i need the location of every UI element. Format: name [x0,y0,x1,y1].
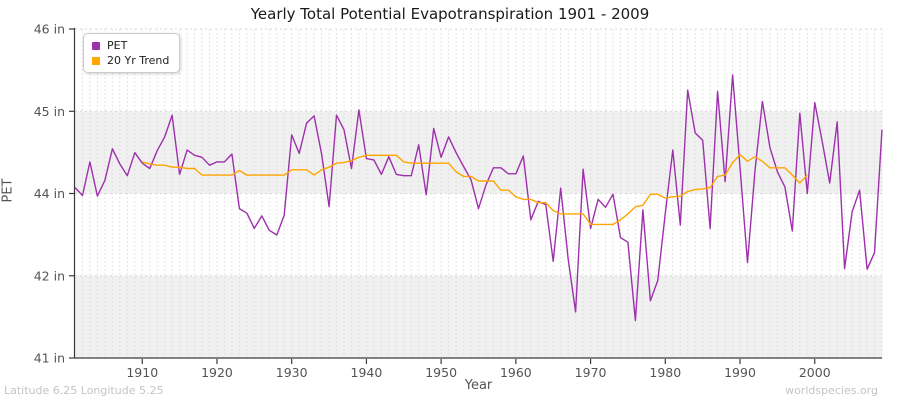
footer-coordinates: Latitude 6.25 Longitude 5.25 [4,384,164,397]
svg-text:1950: 1950 [425,365,457,380]
legend-label-trend: 20 Yr Trend [107,54,170,67]
svg-text:1920: 1920 [201,365,233,380]
svg-text:1910: 1910 [126,365,158,380]
svg-text:45 in: 45 in [34,104,65,119]
chart-title: Yearly Total Potential Evapotranspiratio… [250,5,650,23]
svg-text:46 in: 46 in [34,22,65,37]
legend-item-trend: 20 Yr Trend [92,53,169,68]
svg-text:1940: 1940 [351,365,383,380]
svg-text:1990: 1990 [724,365,756,380]
svg-text:1930: 1930 [276,365,308,380]
footer-watermark: worldspecies.org [785,384,878,397]
trend-series-swatch [92,56,100,65]
svg-text:44 in: 44 in [34,186,65,201]
svg-text:1980: 1980 [649,365,681,380]
svg-text:1960: 1960 [500,365,532,380]
legend: PET 20 Yr Trend [83,33,181,73]
svg-text:1970: 1970 [575,365,607,380]
pet-series-swatch [92,41,100,50]
svg-text:42 in: 42 in [34,268,65,283]
legend-item-pet: PET [92,38,169,53]
x-axis-title: Year [464,378,493,393]
y-axis-title: PET [0,178,16,203]
legend-label-pet: PET [107,39,128,52]
svg-text:41 in: 41 in [34,351,65,366]
svg-text:2000: 2000 [799,365,831,380]
